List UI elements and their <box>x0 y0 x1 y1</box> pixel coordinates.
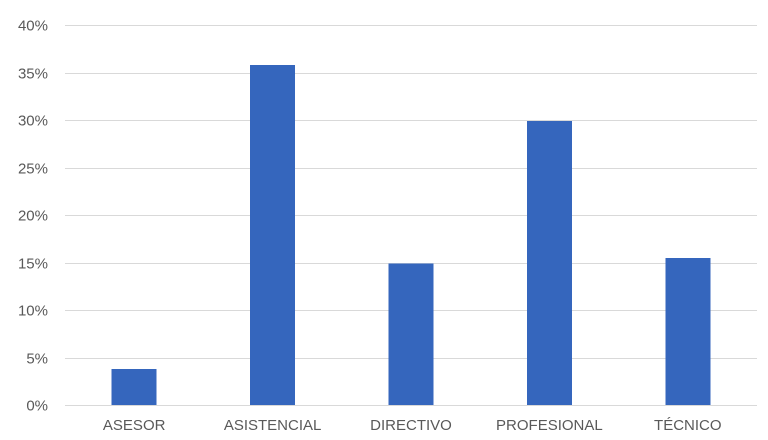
x-category-label: PROFESIONAL <box>496 417 603 434</box>
y-tick-label: 30% <box>18 113 48 130</box>
bars <box>111 64 711 406</box>
y-tick-label: 25% <box>18 161 48 178</box>
x-category-label: TÉCNICO <box>654 417 722 434</box>
bar-técnico <box>665 257 711 406</box>
bar-profesional <box>526 121 572 405</box>
bar-asistencial <box>250 64 296 406</box>
gridlines <box>65 25 757 406</box>
y-tick-label: 40% <box>18 18 48 35</box>
y-tick-label: 0% <box>26 398 48 415</box>
y-tick-label: 5% <box>26 351 48 368</box>
y-tick-label: 35% <box>18 66 48 83</box>
y-tick-label: 20% <box>18 208 48 225</box>
y-axis-tick-labels: 0% 5% 10% 15% 20% 25% 30% 35% 40% <box>18 18 48 415</box>
x-category-label: ASISTENCIAL <box>224 417 322 434</box>
bar-directivo <box>388 263 434 405</box>
x-category-label: ASESOR <box>103 417 166 434</box>
x-axis-category-labels: ASESOR ASISTENCIAL DIRECTIVO PROFESIONAL TÉC… <box>103 417 722 434</box>
bar-asesor <box>111 368 157 405</box>
x-category-label: DIRECTIVO <box>370 417 452 434</box>
y-tick-label: 15% <box>18 256 48 273</box>
y-tick-label: 10% <box>18 303 48 320</box>
